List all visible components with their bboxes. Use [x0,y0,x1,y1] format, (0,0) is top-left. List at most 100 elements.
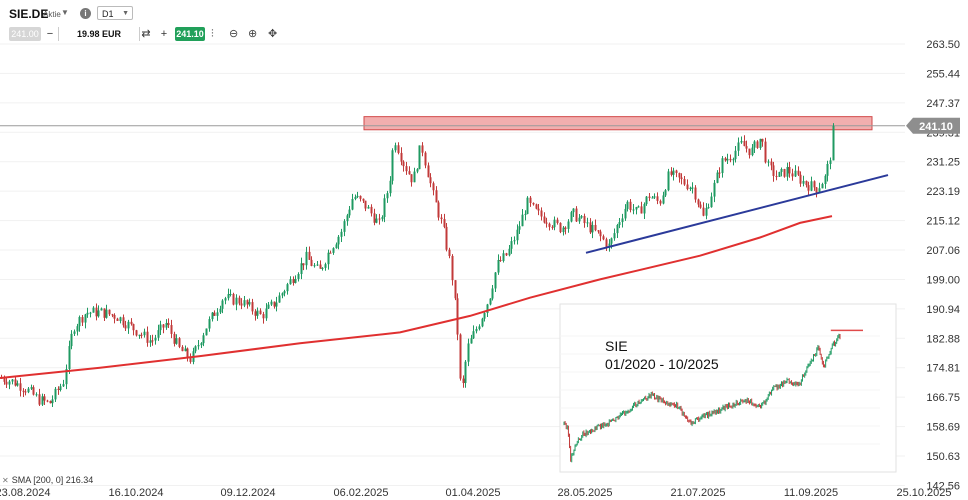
candle-body [802,180,805,184]
candle-body [205,328,208,336]
candle-body [770,161,773,166]
candle-body [381,217,384,220]
last-price-tag: 241.10 [906,117,960,134]
candle-body [308,251,311,260]
candle-body [122,317,125,326]
x-tick-label: 11.09.2025 [784,487,838,499]
candle-body [578,217,581,222]
candle-body [32,387,35,395]
close-icon[interactable]: ✕ [2,476,9,485]
candle-body [716,172,719,183]
candle-body [702,207,705,216]
candle-body [97,310,100,317]
candle-body [726,158,729,161]
candle-body [540,210,543,217]
candle-body [22,390,25,392]
candle-body [138,334,141,336]
candle-body [580,215,583,218]
candle-body [724,158,727,161]
candle-body [5,381,8,385]
candle-body [745,146,748,149]
candle-body [505,253,508,256]
symbol-label[interactable]: SIE.DE [9,7,49,21]
zoom-in-icon[interactable]: ⊕ [248,28,258,40]
crosshair-icon[interactable]: ✥ [268,28,278,40]
inset-title: SIE 01/2020 - 10/2025 [605,337,719,373]
candle-body [351,198,354,210]
candle-body [394,145,397,151]
candle-body [570,212,573,222]
decrease-button[interactable]: − [46,28,54,40]
candle-body [599,231,602,237]
candle-body [124,325,127,329]
candle-body [232,294,235,305]
candle-body [648,196,651,198]
candle-body [119,317,122,321]
candle-body [375,218,378,223]
info-icon[interactable]: i [80,8,91,19]
candle-body [367,206,370,209]
candle-body [605,239,608,248]
candle-body [427,165,430,178]
candle-body [416,169,419,172]
candle-body [211,312,214,320]
candle-body [313,265,316,267]
candle-body [221,300,224,309]
candle-body [337,236,340,245]
candle-body [543,216,546,223]
candle-body [502,253,505,261]
bar-style-icon[interactable]: ⫶ [211,28,214,40]
candlestick-series [0,123,835,407]
bid-price[interactable]: 241.00 [9,27,41,41]
timeframe-select[interactable]: D1 ▼ [97,6,133,20]
candle-body [189,357,192,362]
candle-body [378,218,381,220]
candle-body [389,180,392,194]
candle-body [591,224,594,233]
candle-body [297,274,300,279]
candle-body [575,208,578,222]
candle-body [159,324,162,331]
candle-body [68,346,71,369]
candle-body [62,384,65,387]
candle-body [265,308,268,319]
zoom-out-icon[interactable]: ⊖ [229,28,239,40]
candle-body [329,252,332,254]
y-tick-label: 223.19 [926,186,960,198]
candle-body [481,318,484,327]
candle-body [753,141,756,148]
candle-body [165,322,168,328]
candle-body [454,280,457,299]
candle-body [767,161,770,163]
candle-body [208,319,211,329]
candle-body [286,284,289,292]
candle-body [310,259,313,266]
candle-body [149,340,152,343]
candle-body [572,208,575,213]
symbol-dropdown-icon[interactable]: ▼ [61,8,69,17]
candle-body [562,227,565,233]
candle-body [467,343,470,362]
candle-body [95,307,98,317]
candle-body [583,215,586,224]
increase-button[interactable]: + [160,28,168,40]
candle-body [670,171,673,175]
y-tick-label: 207.06 [926,245,960,257]
ask-price[interactable]: 241.10 [175,27,205,41]
quantity-field[interactable]: 19.98 EUR [58,27,140,41]
candle-body [54,388,57,400]
candle-body [181,346,184,352]
candle-body [235,297,238,305]
candle-body [370,206,373,214]
candle-body [780,168,783,172]
y-tick-label: 255.44 [926,68,960,80]
candle-body [408,171,411,175]
y-tick-label: 199.00 [926,274,960,286]
candle-body [686,184,689,190]
candle-body [140,334,143,336]
swap-icon[interactable]: ⇄ [141,28,151,40]
candle-body [705,207,708,216]
candle-body [448,249,451,256]
candle-body [478,326,481,330]
